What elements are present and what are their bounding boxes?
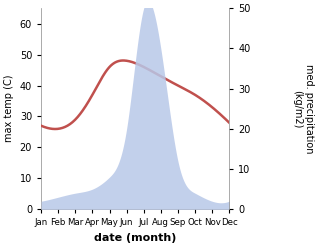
Y-axis label: max temp (C): max temp (C)	[4, 75, 14, 143]
X-axis label: date (month): date (month)	[94, 233, 176, 243]
Y-axis label: med. precipitation
(kg/m2): med. precipitation (kg/m2)	[292, 64, 314, 153]
